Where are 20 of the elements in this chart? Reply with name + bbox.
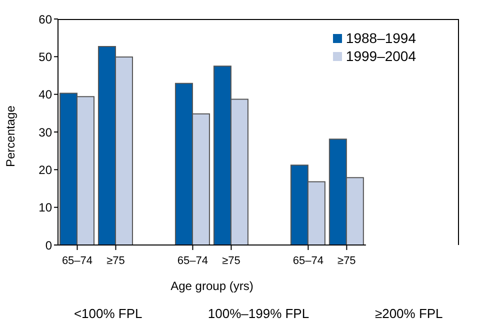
x-tick-label: ≥75 [222,255,240,267]
y-tick-label: 10 [38,200,52,215]
text: <100% FPL [72,306,144,321]
x-axis-title: Age group (yrs) [170,279,254,293]
y-tick-label: 30 [38,125,52,140]
legend-label: 1999–2004 [346,48,416,64]
x-tick-label: 65–74 [62,255,93,267]
y-tick-label: 0 [45,238,52,252]
x-tick-label: ≥75 [106,255,125,267]
y-tick-label: 40 [38,88,52,102]
x-tick-label: ≥75 [338,255,356,267]
y-tick-label: 20 [38,162,52,177]
y-tick-label: 50 [38,50,52,64]
y-axis-title: Percentage [3,105,18,167]
text: ≥200% FPL [374,306,444,321]
y-tick-label: 60 [38,12,52,26]
text: 100%–199% FPL [206,306,310,321]
legend-label: 1988–1994 [346,30,416,46]
x-tick-label: 65–74 [292,255,324,267]
x-tick-label: 65–74 [177,255,208,267]
